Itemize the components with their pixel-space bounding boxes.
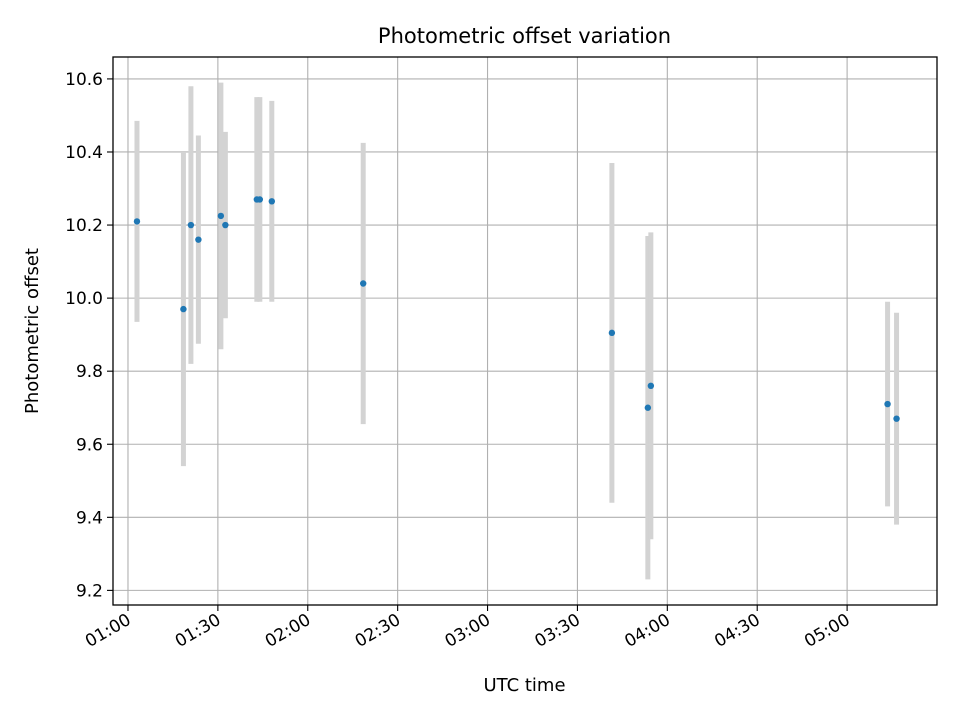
data-point xyxy=(884,400,891,408)
x-tick-label: 03:00 xyxy=(442,610,494,652)
y-tick-label: 9.6 xyxy=(76,435,103,455)
y-tick-label: 10.0 xyxy=(65,289,103,309)
y-tick-label: 10.2 xyxy=(65,216,103,236)
data-points xyxy=(133,196,900,422)
data-point xyxy=(647,382,655,389)
x-tick-label: 05:00 xyxy=(801,610,853,652)
data-point xyxy=(359,280,367,287)
x-tick-label: 01:00 xyxy=(82,610,134,652)
data-point xyxy=(222,221,229,229)
y-tick-label: 9.4 xyxy=(76,508,103,528)
data-point xyxy=(180,305,187,313)
x-tick-label: 02:30 xyxy=(352,610,404,652)
y-tick-label: 10.4 xyxy=(65,143,103,163)
y-axis-label: Photometric offset xyxy=(22,248,43,414)
x-axis-label: UTC time xyxy=(483,675,565,696)
data-point xyxy=(268,198,276,205)
data-point xyxy=(195,236,202,243)
plot-frame xyxy=(112,56,938,606)
grid xyxy=(113,57,937,605)
data-point xyxy=(187,221,195,229)
x-tick-label: 03:30 xyxy=(532,610,584,652)
y-tick-label: 10.6 xyxy=(65,70,103,90)
x-tick-label: 04:30 xyxy=(711,610,763,652)
y-axis-ticks: 9.2 9.4 9.6 9.8 10.0 10.2 10.4 10.6 xyxy=(65,70,113,601)
y-tick-label: 9.2 xyxy=(76,581,103,601)
data-point xyxy=(256,196,264,203)
x-tick-label: 02:00 xyxy=(262,610,314,652)
x-tick-label: 04:00 xyxy=(621,610,673,652)
x-axis-ticks: 01:00 01:30 02:00 02:30 03:00 03:30 04:00 04:30… xyxy=(82,605,854,652)
data-point xyxy=(608,329,616,337)
y-tick-label: 9.8 xyxy=(76,362,103,382)
data-point xyxy=(644,404,652,411)
x-tick-label: 01:30 xyxy=(172,610,224,652)
data-point xyxy=(217,212,225,220)
error-bars xyxy=(134,82,900,580)
chart-title: Photometric offset variation xyxy=(378,24,671,48)
data-point xyxy=(893,415,900,422)
data-point xyxy=(133,218,141,225)
